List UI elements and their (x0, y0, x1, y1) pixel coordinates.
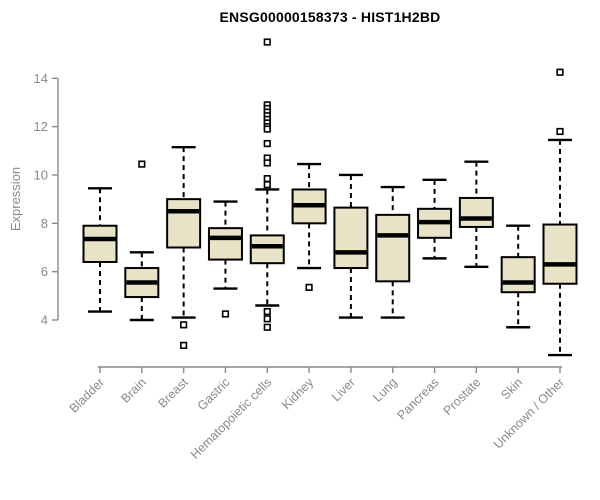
x-tick-label: Prostate (441, 375, 484, 418)
y-tick-label: 6 (41, 264, 48, 279)
outlier-hematopoietic-cells (263, 181, 271, 189)
box-gastric (207, 227, 243, 261)
x-tick-label: Brain (118, 375, 149, 406)
x-tick-label: Lung (370, 375, 400, 405)
box-liver (333, 206, 369, 270)
outlier-hematopoietic-cells (263, 159, 271, 167)
outlier-brain (138, 160, 146, 168)
outlier-hematopoietic-cells (263, 307, 271, 316)
outlier-hematopoietic-cells (263, 323, 271, 331)
outlier-breast (180, 321, 188, 329)
outlier-hematopoietic-cells (263, 125, 271, 133)
y-tick-label: 8 (41, 216, 48, 231)
box-bladder (82, 224, 118, 263)
box-hematopoietic-cells (249, 234, 285, 265)
box-unknown-other (542, 223, 578, 285)
outlier-hematopoietic-cells (263, 38, 271, 46)
chart-title: ENSG00000158373 - HIST1H2BD (219, 9, 441, 25)
x-tick-label: Kidney (279, 375, 316, 412)
box-lung (375, 213, 411, 283)
outlier-breast (180, 341, 188, 349)
x-tick-label: Breast (155, 375, 191, 411)
box-skin (500, 256, 536, 294)
outlier-kidney (305, 283, 313, 291)
x-tick-label: Gastric (195, 375, 233, 413)
x-tick-label: Bladder (67, 375, 107, 415)
box-breast (166, 198, 202, 249)
x-tick-label: Liver (329, 375, 358, 404)
outlier-unknown-other (556, 68, 564, 76)
outlier-gastric (221, 310, 230, 318)
x-tick-label: Skin (498, 375, 525, 402)
outlier-unknown-other (556, 127, 564, 136)
outlier-hematopoietic-cells (263, 175, 271, 183)
x-tick-label: Hematopoietic cells (188, 375, 275, 462)
y-tick-label: 10 (34, 167, 48, 182)
outlier-hematopoietic-cells (263, 139, 271, 148)
y-tick-label: 4 (41, 313, 48, 328)
y-tick-label: 12 (34, 119, 48, 134)
box-prostate (458, 196, 494, 228)
x-tick-label: Unknown / Other (491, 375, 567, 451)
x-tick-label: Pancreas (394, 375, 441, 422)
outlier-hematopoietic-cells (263, 315, 271, 323)
y-tick-label: 14 (34, 71, 48, 86)
